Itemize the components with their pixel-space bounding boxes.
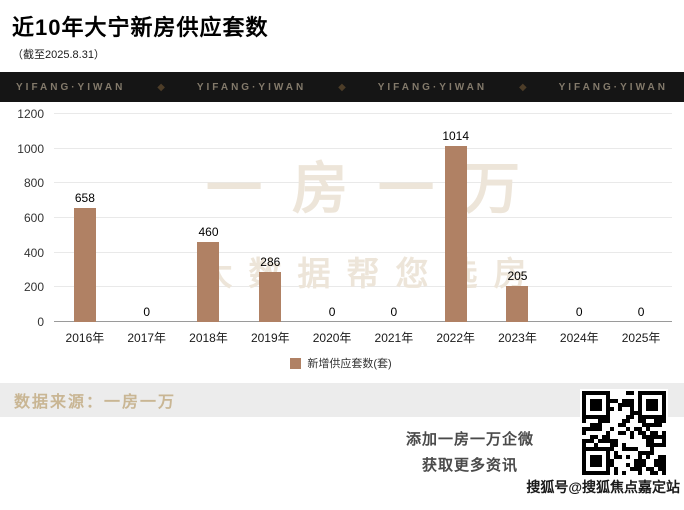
brand-text: YIFANG·YIWAN xyxy=(16,81,126,93)
page-subtitle: （截至2025.8.31） xyxy=(12,49,105,61)
publisher-credit: 搜狐号@搜狐焦点嘉定站 xyxy=(526,479,680,495)
legend-label: 新增供应套数(套) xyxy=(307,358,392,370)
cta-line1: 添加一房一万企微 xyxy=(405,431,534,448)
bar-group: 205 xyxy=(487,114,549,322)
bar-group: 0 xyxy=(548,114,610,322)
bar-value-label: 205 xyxy=(507,269,528,284)
qr-code-icon xyxy=(580,389,668,477)
x-tick-label: 2022年 xyxy=(436,331,476,345)
x-axis: 2016年 2017年 2018年 2019年 2020年 2021年 2022年 2023年… xyxy=(54,322,672,346)
y-tick-label: 1000 xyxy=(17,141,44,156)
cta-text: 添加一房一万企微 获取更多资讯 xyxy=(406,427,534,478)
y-tick-label: 1200 xyxy=(17,107,44,121)
bar-group: 286 xyxy=(239,114,301,322)
y-tick-label: 200 xyxy=(23,280,44,295)
gridline xyxy=(54,113,672,114)
x-tick-label: 2025年 xyxy=(621,331,661,345)
brand-text: YIFANG·YIWAN xyxy=(196,81,307,93)
bar-value-label: 0 xyxy=(328,305,336,319)
legend: 新增供应套数(套) xyxy=(10,355,672,371)
brand-text: YIFANG·YIWAN xyxy=(377,81,488,93)
page-title: 近10年大宁新房供应套数 xyxy=(12,15,269,40)
bar-value-label: 286 xyxy=(260,255,281,270)
bar-group: 0 xyxy=(116,114,178,322)
bar xyxy=(444,146,467,322)
gridlines xyxy=(54,113,672,322)
x-tick-label: 2019年 xyxy=(250,331,290,345)
x-tick-label: 2018年 xyxy=(189,331,228,345)
bar-value-label: 0 xyxy=(143,305,151,319)
diamond-separator-icon: ◆ xyxy=(338,81,346,93)
diamond-separator-icon: ◆ xyxy=(157,81,165,93)
gridline xyxy=(54,147,672,149)
footer: 数据来源：一房一万 添加一房一万企微 获取更多资讯 搜狐号@搜狐焦点嘉定站 xyxy=(0,383,684,499)
bar-group: 0 xyxy=(610,114,672,322)
source-bar: 数据来源：一房一万 xyxy=(0,383,684,417)
diamond-separator-icon: ◆ xyxy=(518,81,527,93)
x-tick-label: 2021年 xyxy=(374,331,414,345)
bar xyxy=(506,286,529,322)
bar-group: 1014 xyxy=(425,114,487,322)
brand-text: YIFANG·YIWAN xyxy=(558,81,668,93)
brand-banner: YIFANG·YIWAN ◆ YIFANG·YIWAN ◆ YIFANG·YIWAN ◆ Y… xyxy=(0,72,684,102)
y-tick-label: 400 xyxy=(23,245,44,260)
x-tick-label: 2023年 xyxy=(498,331,537,345)
bar-value-label: 0 xyxy=(390,305,398,319)
x-tick-label: 2024年 xyxy=(559,331,599,345)
bar-value-label: 0 xyxy=(637,305,645,319)
bar xyxy=(73,207,96,322)
y-tick-label: 0 xyxy=(37,315,44,329)
bar xyxy=(197,242,220,322)
bar-group: 0 xyxy=(363,114,425,322)
gridline xyxy=(54,321,672,322)
bar xyxy=(259,272,282,322)
bar-group: 460 xyxy=(178,114,240,322)
header: 近10年大宁新房供应套数 （截至2025.8.31） xyxy=(0,0,684,62)
data-source-label: 数据来源：一房一万 xyxy=(14,394,177,411)
x-tick-label: 2017年 xyxy=(127,331,167,345)
x-tick-label: 2020年 xyxy=(312,331,352,345)
bars: 658 0 460 286 0 0 1014 205 0 0 xyxy=(54,114,672,322)
bar-group: 0 xyxy=(301,114,363,322)
gridline xyxy=(54,217,672,218)
bar-value-label: 1014 xyxy=(442,129,470,144)
gridline xyxy=(54,182,672,184)
y-axis: 0 200 400 600 800 1000 1200 xyxy=(10,107,54,329)
bar-group: 658 xyxy=(54,114,116,322)
y-tick-label: 800 xyxy=(23,176,44,191)
bar-value-label: 0 xyxy=(575,305,583,319)
bar-chart: 0 200 400 600 800 1000 1200 一房一万 大数据帮您选房 658 0 4… xyxy=(0,102,684,371)
gridline xyxy=(54,286,672,288)
x-tick-label: 2016年 xyxy=(65,331,105,345)
gridline xyxy=(54,251,672,253)
y-tick-label: 600 xyxy=(23,211,44,225)
bar-value-label: 658 xyxy=(74,190,95,205)
plot-area: 一房一万 大数据帮您选房 658 0 460 286 0 0 1014 205 0 0 xyxy=(54,113,672,322)
cta-line2: 获取更多资讯 xyxy=(421,456,518,474)
legend-swatch-icon xyxy=(290,357,302,369)
bar-value-label: 460 xyxy=(198,225,219,240)
